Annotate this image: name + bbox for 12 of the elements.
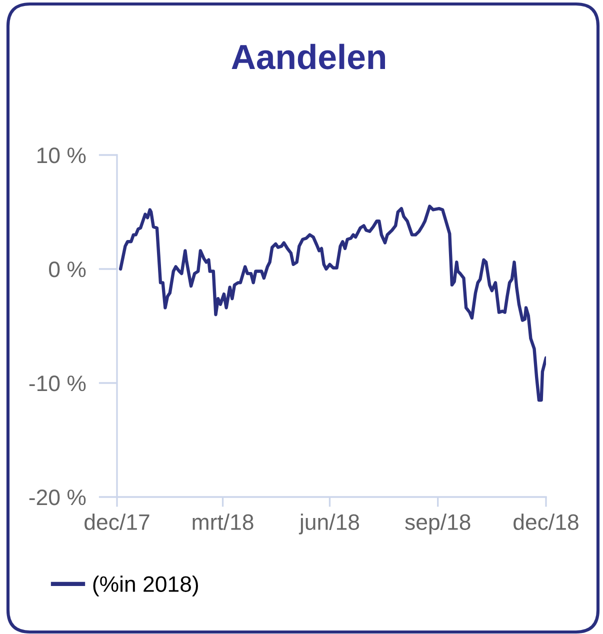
chart-title: Aandelen [232,44,385,70]
y-tick-label: -10 % [29,376,86,392]
y-tick-label: 0 % [49,262,86,278]
y-tick-label: 10 % [37,148,86,164]
x-tick-label: jun/18 [298,514,360,534]
x-tick-label: mrt/18 [192,514,254,530]
legend-label: (%in 2018) [93,576,198,596]
line-series [118,204,546,402]
x-tick-label: dec/17 [84,514,150,530]
y-tick-label: -20 % [29,490,86,506]
x-tick-label: sep/18 [405,514,470,534]
x-tick-label: dec/18 [514,514,578,530]
